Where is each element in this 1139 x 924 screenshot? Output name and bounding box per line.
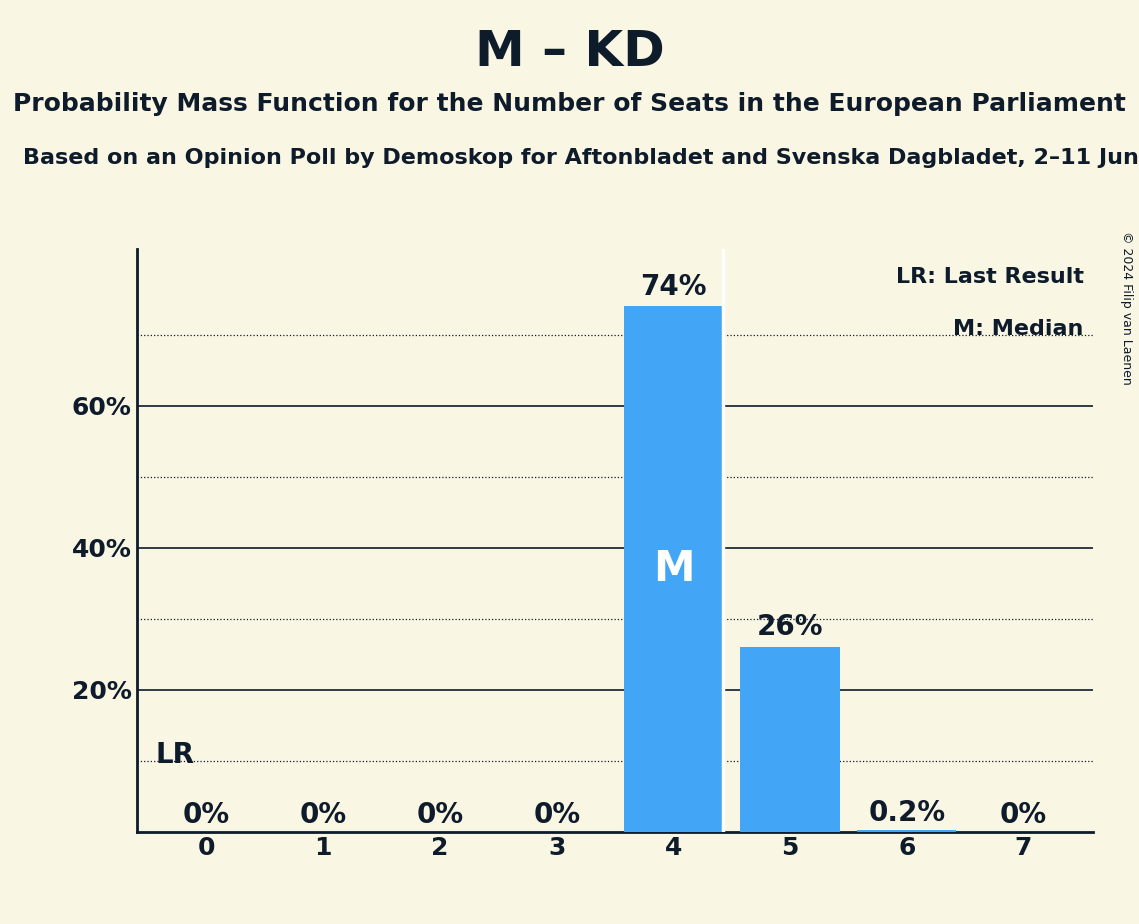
Bar [624, 306, 723, 832]
Text: Based on an Opinion Poll by Demoskop for Aftonbladet and Svenska Dagbladet, 2–11: Based on an Opinion Poll by Demoskop for… [23, 148, 1139, 168]
Bar [740, 647, 839, 832]
Text: 0%: 0% [300, 801, 347, 829]
Text: LR: Last Result: LR: Last Result [896, 267, 1084, 287]
Text: M – KD: M – KD [475, 28, 664, 76]
Text: LR: LR [156, 741, 195, 769]
Text: 0%: 0% [417, 801, 464, 829]
Text: 74%: 74% [640, 273, 706, 300]
Text: 26%: 26% [756, 614, 823, 641]
Bar [858, 830, 957, 832]
Text: M: M [653, 548, 694, 590]
Text: Probability Mass Function for the Number of Seats in the European Parliament: Probability Mass Function for the Number… [13, 92, 1126, 116]
Text: 0%: 0% [1000, 801, 1047, 829]
Text: M: Median: M: Median [953, 320, 1084, 339]
Text: 0.2%: 0.2% [868, 798, 945, 827]
Text: 0%: 0% [533, 801, 580, 829]
Text: © 2024 Filip van Laenen: © 2024 Filip van Laenen [1121, 231, 1133, 384]
Text: 0%: 0% [183, 801, 230, 829]
